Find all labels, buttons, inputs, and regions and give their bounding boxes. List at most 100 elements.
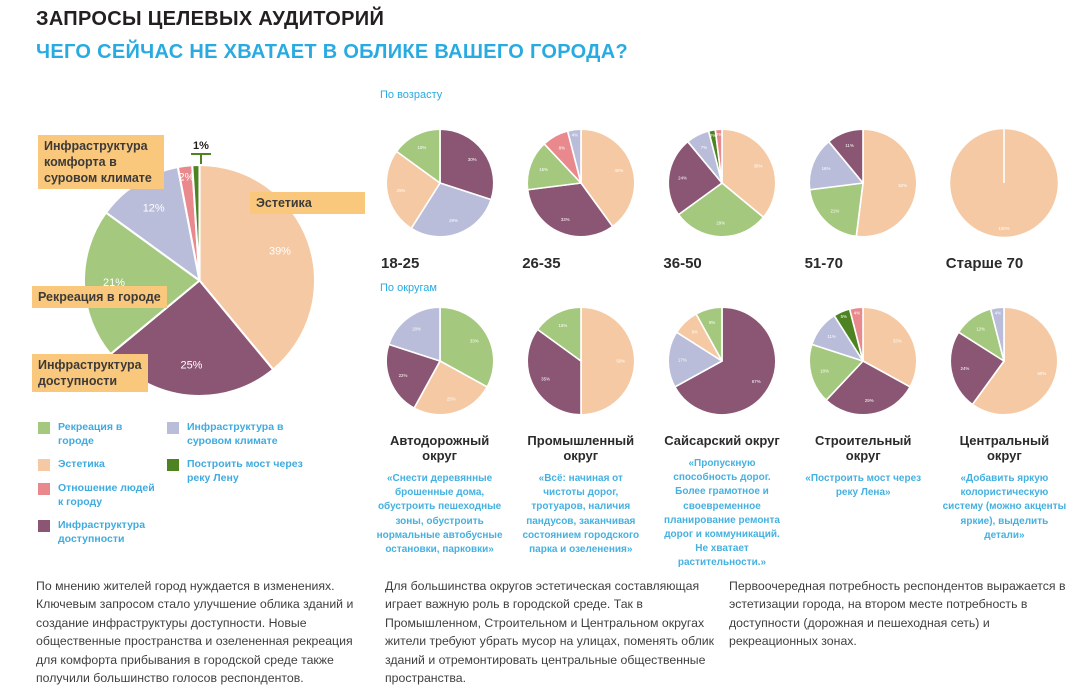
- age-pie-chart-36-50: 36% 29% 24% 7% 2%2%: [665, 126, 779, 240]
- section-label-age: По возрасту: [380, 89, 443, 101]
- pie-svg: 67% 17% 8% 8%: [667, 306, 777, 416]
- svg-text:33%: 33%: [561, 217, 570, 222]
- svg-text:30%: 30%: [467, 157, 476, 162]
- svg-text:29%: 29%: [449, 218, 458, 223]
- svg-text:25%: 25%: [180, 360, 202, 372]
- district-pie-chart-tsentralny: 60% 24% 12% 4%: [947, 304, 1061, 418]
- age-cell-51-70: 52% 21% 16% 11% 51-70: [800, 126, 927, 272]
- legend-item-aesthetics: Эстетика: [38, 458, 155, 472]
- legend-label-aesthetics: Эстетика: [58, 458, 105, 471]
- age-cell-70-plus: 100% Старше 70: [941, 126, 1068, 272]
- legend-item-recreation: Рекреация в городе: [38, 421, 155, 448]
- age-cell-26-35: 40% 33% 15% 8% 4% 26-35: [517, 126, 644, 272]
- district-name-promyshlenny: Промышленный округ: [527, 433, 635, 463]
- legend-item-accessibility: Инфраструктура доступности: [38, 519, 155, 546]
- legend-label-accessibility: Инфраструктура доступности: [58, 519, 146, 545]
- svg-text:11%: 11%: [828, 334, 837, 339]
- district-name-saysarsky: Сайсарский округ: [664, 433, 780, 448]
- legend-label-bridge: Построить мост через реку Лену: [187, 458, 303, 484]
- legend-swatch-climate-icon: [167, 422, 179, 434]
- district-cell-saysarsky: 67% 17% 8% 8% Сайсарский округ «Пропускную сп…: [658, 304, 785, 571]
- district-pie-chart-avtodorozhny: 33% 25% 22% 20%: [383, 304, 497, 418]
- svg-text:15%: 15%: [558, 323, 567, 328]
- district-cell-avtodorozhny: 33% 25% 22% 20% Автодорожный округ «Снести де…: [376, 304, 503, 571]
- age-label-36-50: 36-50: [663, 255, 702, 272]
- svg-text:11%: 11%: [845, 143, 854, 148]
- svg-text:8%: 8%: [692, 329, 698, 334]
- age-label-51-70: 51-70: [804, 255, 843, 272]
- legend-label-attitude: Отношение людей к городу: [58, 481, 155, 508]
- svg-text:17%: 17%: [678, 357, 687, 362]
- pie-svg: 33% 25% 22% 20%: [385, 306, 495, 416]
- legend-label-climate: Инфраструктура в суровом климате: [187, 421, 284, 447]
- pie-svg: 36% 29% 24% 7% 2%2%: [667, 128, 777, 238]
- district-cell-stroitelny: 33% 29% 18% 11% 5% 4% Строительный округ «Постр…: [800, 304, 927, 571]
- age-label-26-35: 26-35: [522, 255, 561, 272]
- callout-label-recreation: Рекреация в городе: [32, 286, 167, 308]
- legend-swatch-aesthetics-icon: [38, 459, 50, 472]
- pie-svg: 50% 35% 15%: [526, 306, 636, 416]
- district-quote-tsentralny: «Добавить яркую колористическую систему …: [942, 473, 1067, 541]
- district-pie-chart-stroitelny: 33% 29% 18% 11% 5% 4%: [806, 304, 920, 418]
- age-pie-chart-26-35: 40% 33% 15% 8% 4%: [524, 126, 638, 240]
- legend-swatch-recreation-icon: [38, 422, 50, 434]
- district-quote-avtodorozhny: «Снести деревянные брошенные дома, обуст…: [376, 473, 503, 555]
- svg-text:29%: 29%: [865, 398, 874, 403]
- svg-text:33%: 33%: [469, 338, 478, 343]
- svg-text:7%: 7%: [701, 145, 707, 150]
- age-pie-chart-51-70: 52% 21% 16% 11%: [806, 126, 920, 240]
- age-cell-36-50: 36% 29% 24% 7% 2%2% 36-50: [658, 126, 785, 272]
- age-label-70-plus: Старше 70: [945, 255, 1024, 272]
- svg-text:2%: 2%: [179, 171, 195, 183]
- legend-swatch-bridge-icon: [167, 459, 179, 472]
- svg-text:8%: 8%: [558, 146, 564, 151]
- bridge-callout-line-icon: [200, 155, 202, 164]
- svg-text:22%: 22%: [398, 373, 407, 378]
- legend-swatch-attitude-icon: [38, 482, 50, 495]
- svg-text:52%: 52%: [899, 183, 908, 188]
- district-name-tsentralny: Центральный округ: [959, 433, 1050, 463]
- svg-text:39%: 39%: [269, 246, 291, 258]
- svg-text:50%: 50%: [616, 359, 625, 364]
- svg-text:15%: 15%: [417, 145, 426, 150]
- section-label-district: По округам: [380, 282, 437, 294]
- age-pie-chart-70-plus: 100%: [947, 126, 1061, 240]
- district-quote-saysarsky: «Пропускную способность дорог. Более гра…: [664, 458, 780, 569]
- legend-item-attitude: Отношение людей к городу: [38, 482, 155, 509]
- svg-text:29%: 29%: [716, 220, 725, 225]
- svg-text:26%: 26%: [396, 188, 405, 193]
- svg-text:36%: 36%: [754, 164, 763, 169]
- pie-svg: 39%25%21%12%2%: [82, 163, 317, 398]
- svg-text:67%: 67%: [752, 379, 761, 384]
- footnote-2: Для большинства округов эстетическая сос…: [385, 579, 715, 686]
- svg-text:25%: 25%: [446, 397, 455, 402]
- svg-text:33%: 33%: [893, 338, 902, 343]
- svg-text:24%: 24%: [961, 366, 970, 371]
- svg-text:8%: 8%: [709, 320, 715, 325]
- callout-label-aesthetics: Эстетика: [250, 192, 365, 214]
- pie-svg: 100%: [950, 129, 1059, 237]
- legend-col-1: Рекреация в городе Эстетика Отношение люде…: [38, 421, 155, 546]
- age-charts-row: 30% 29% 26% 15% 18-25 40% 33% 15% 8% 4% 26-35 36% 29…: [376, 126, 1068, 272]
- main-pie-chart: 39%25%21%12%2%: [77, 158, 322, 403]
- svg-text:24%: 24%: [678, 176, 687, 181]
- legend-item-climate: Инфраструктура в суровом климате: [167, 421, 327, 448]
- pie-svg: 33% 29% 18% 11% 5% 4%: [808, 306, 918, 416]
- bridge-slice-callout: 1%: [188, 136, 214, 164]
- footnote-3: Первоочередная потребность респондентов …: [729, 579, 1066, 649]
- svg-text:5%: 5%: [841, 314, 847, 319]
- district-cell-tsentralny: 60% 24% 12% 4% Центральный округ «Добавить яр…: [941, 304, 1068, 571]
- svg-text:2%: 2%: [716, 132, 722, 137]
- callout-label-accessibility: Инфраструктура доступности: [32, 354, 148, 392]
- pie-svg: 52% 21% 16% 11%: [808, 128, 918, 238]
- svg-text:12%: 12%: [143, 202, 165, 214]
- svg-text:35%: 35%: [541, 377, 550, 382]
- svg-text:2%: 2%: [710, 133, 716, 138]
- svg-text:16%: 16%: [822, 166, 831, 171]
- age-cell-18-25: 30% 29% 26% 15% 18-25: [376, 126, 503, 272]
- pie-svg: 40% 33% 15% 8% 4%: [526, 128, 636, 238]
- district-pie-chart-saysarsky: 67% 17% 8% 8%: [665, 304, 779, 418]
- district-charts-row: 33% 25% 22% 20% Автодорожный округ «Снести де…: [376, 304, 1068, 571]
- age-label-18-25: 18-25: [381, 255, 420, 272]
